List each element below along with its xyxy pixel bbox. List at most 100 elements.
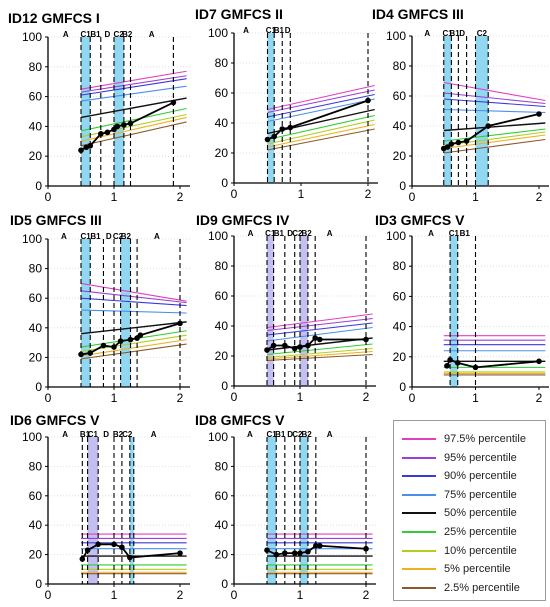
percentile-line-p97_5 [80, 70, 187, 90]
phase-label: B2 [121, 232, 132, 241]
legend-swatch [402, 438, 436, 440]
legend-label: 97.5% percentile [444, 433, 526, 445]
phase-label: C2 [292, 430, 303, 439]
phase-label: D [287, 229, 293, 238]
phase-label: D [106, 232, 112, 241]
legend-swatch [402, 531, 436, 533]
x-tick-label: 0 [409, 391, 416, 405]
phase-shade [87, 437, 99, 584]
x-tick-label: 0 [231, 390, 238, 404]
phase-label: C1 [449, 229, 460, 238]
x-tick-label: 2 [363, 588, 370, 602]
patient-point [448, 141, 455, 147]
patient-point [264, 347, 270, 353]
patient-point [271, 133, 278, 140]
y-tick-label: 20 [29, 149, 43, 163]
patient-point [454, 360, 461, 366]
phase-label: C1 [88, 430, 99, 439]
y-tick-label: 80 [215, 459, 229, 473]
patient-point [78, 147, 84, 154]
legend-swatch [402, 493, 436, 496]
phase-label: C2 [113, 232, 124, 241]
x-tick-label: 2 [365, 187, 372, 201]
panel-title: ID9 GMFCS IV [196, 212, 290, 228]
patient-point [87, 142, 94, 149]
phase-label: C2 [114, 30, 125, 39]
percentile-line-p97_5 [80, 282, 187, 302]
phase-label: C1 [442, 29, 453, 38]
x-tick-label: 1 [298, 187, 305, 201]
y-tick-label: 100 [386, 229, 406, 243]
patient-point [78, 351, 84, 358]
patient-point [95, 541, 101, 548]
legend-swatch [402, 568, 436, 571]
phase-label: A [61, 232, 67, 241]
phase-label: B1 [449, 29, 460, 38]
phase-label: A [63, 30, 69, 39]
percentile-line-p97_5 [267, 84, 375, 111]
y-tick-label: 80 [215, 56, 229, 70]
y-tick-label: 40 [215, 518, 229, 532]
phase-label: A [62, 430, 68, 439]
patient-point [282, 550, 288, 556]
y-tick-label: 100 [22, 430, 42, 444]
phase-label: C2 [122, 430, 133, 439]
x-tick-label: 2 [177, 391, 184, 405]
legend-item-p50: 50% percentile [402, 505, 517, 521]
x-tick-label: 1 [472, 391, 479, 405]
percentile-line-p97_5 [443, 81, 546, 102]
panel-title: ID5 GMFCS III [10, 212, 102, 228]
x-tick-label: 2 [177, 190, 184, 204]
percentile-line-p50 [443, 122, 546, 132]
patient-point [472, 364, 479, 371]
patient-point [485, 123, 492, 129]
percentile-line-p75 [80, 85, 187, 102]
patient-point [177, 320, 183, 327]
patient-point [170, 99, 177, 106]
y-tick-label: 60 [215, 86, 229, 100]
patient-point [536, 111, 542, 117]
legend-item-p75: 75% percentile [402, 487, 517, 503]
percentile-line-p50 [80, 321, 187, 335]
legend-label: 5% percentile [444, 563, 511, 576]
y-tick-label: 40 [393, 320, 407, 334]
patient-point [121, 122, 127, 128]
phase-shade [114, 37, 124, 186]
phase-shade [267, 33, 275, 183]
legend-item-p10: 10% percentile [402, 543, 517, 559]
panel-title: ID6 GMFCS V [10, 412, 100, 428]
percentile-line-p2_5 [80, 343, 187, 360]
patient-point [291, 345, 298, 352]
y-tick-label: 60 [29, 90, 43, 104]
y-tick-label: 40 [215, 319, 229, 333]
phase-label: D [103, 430, 109, 439]
patient-point [87, 350, 94, 356]
percentile-line-p75 [266, 326, 373, 342]
patient-point [297, 344, 303, 350]
patient-point [273, 551, 280, 558]
patient-point [127, 336, 134, 343]
panel-title: ID4 GMFCS III [372, 6, 464, 22]
y-tick-label: 60 [29, 291, 43, 305]
phase-label: A [154, 232, 160, 241]
y-tick-label: 0 [35, 577, 42, 591]
patient-point [444, 144, 451, 150]
x-tick-label: 1 [297, 390, 304, 404]
phase-label: B2 [301, 430, 312, 439]
x-tick-label: 1 [297, 588, 304, 602]
legend-label: 25% percentile [444, 526, 517, 538]
phase-label: B1 [90, 30, 101, 39]
percentile-line-p75 [267, 98, 375, 123]
y-tick-label: 20 [215, 349, 229, 363]
legend-item-p25: 25% percentile [402, 524, 517, 540]
patient-point [536, 358, 542, 365]
phase-label: D [285, 26, 291, 35]
patient-point [279, 126, 286, 132]
patient-point [98, 131, 104, 137]
patient-point [291, 550, 298, 556]
